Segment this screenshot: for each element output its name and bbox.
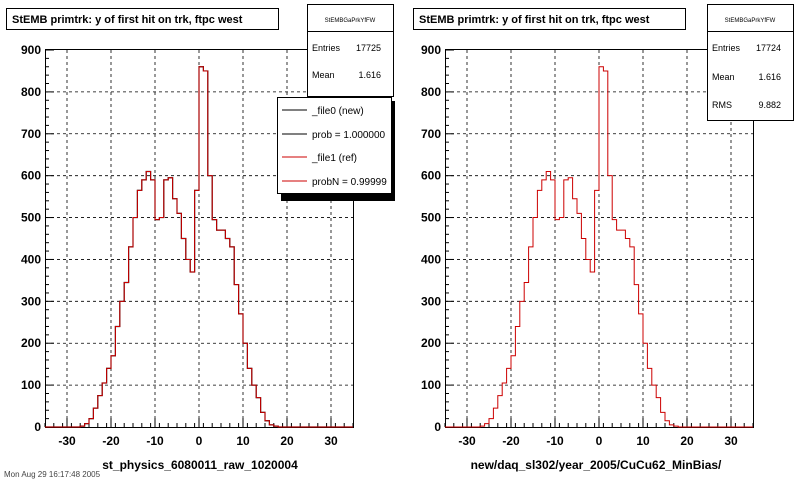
left-series-2 [45, 66, 353, 428]
left-stats-mean: 1.616 [358, 70, 381, 80]
left-y-tick-label: 500 [21, 211, 41, 225]
right-stats-rms: 9.882 [758, 100, 781, 110]
left-y-tick-label: 0 [34, 420, 41, 434]
left-stats-name: StEMBGaPrkYfFW [325, 18, 376, 24]
right-y-tick-label: 800 [421, 85, 441, 99]
right-stats-rms-label: RMS [712, 100, 732, 110]
right-y-tick-label: 300 [421, 294, 441, 308]
left-y-tick-label: 100 [21, 378, 41, 392]
right-x-tick-label: 10 [636, 434, 650, 448]
right-y-tick-label: 900 [421, 43, 441, 57]
right-title-box [413, 8, 686, 30]
left-x-tick-label: 0 [196, 434, 203, 448]
right-stats-name: StEMBGaPrkYfFW [725, 18, 776, 24]
right-y-tick-label: 400 [421, 252, 441, 266]
left-x-tick-label: 10 [236, 434, 250, 448]
right-stats-box: StEMBGaPrkYfFW Entries 17724 Mean 1.616 … [707, 4, 794, 121]
right-stats-entries-label: Entries [712, 43, 741, 53]
right-x-ticks: -30 -20 -10 0 10 20 30 [444, 418, 754, 448]
right-x-tick-label: 30 [724, 434, 738, 448]
left-y-tick-label: 300 [21, 294, 41, 308]
right-series-1 [445, 66, 753, 428]
left-stats-box: StEMBGaPrkYfFW Entries 17725 Mean 1.616 [307, 4, 394, 97]
right-x-label: new/daq_sl302/year_2005/CuCu62_MinBias/ [471, 458, 722, 472]
left-x-tick-label: 20 [280, 434, 294, 448]
left-x-tick-label: -20 [102, 434, 120, 448]
left-stats-entries-label: Entries [312, 43, 341, 53]
right-y-tick-label: 700 [421, 127, 441, 141]
left-x-label: st_physics_6080011_raw_1020004 [102, 458, 298, 472]
right-stats-entries: 17724 [756, 43, 781, 53]
right-x-tick-label: 20 [680, 434, 694, 448]
left-y-tick-label: 600 [21, 169, 41, 183]
right-y-tick-label: 0 [434, 420, 441, 434]
legend: _file0 (new) prob = 1.000000 _file1 (ref… [277, 97, 395, 201]
left-y-tick-label: 900 [21, 43, 41, 57]
left-title: StEMB primtrk: y of first hit on trk, ft… [12, 14, 243, 26]
left-x-ticks: -30 -20 -10 0 10 20 30 [44, 418, 354, 448]
right-series-group [445, 66, 753, 428]
right-x-tick-label: -10 [546, 434, 564, 448]
left-title-box [6, 8, 279, 30]
left-y-ticks: 0 100 200 300 400 500 600 700 800 900 [21, 43, 54, 434]
legend-entry-prob: prob = 1.000000 [312, 130, 386, 141]
right-title: StEMB primtrk: y of first hit on trk, ft… [419, 14, 650, 26]
legend-entry-probn: probN = 0.99999 [312, 177, 387, 188]
left-x-tick-label: -30 [58, 434, 76, 448]
right-y-tick-label: 600 [421, 169, 441, 183]
left-y-tick-label: 700 [21, 127, 41, 141]
right-x-tick-label: -20 [502, 434, 520, 448]
left-series-group [45, 66, 353, 428]
right-stats-mean: 1.616 [758, 72, 781, 82]
legend-entry-file0: _file0 (new) [311, 106, 364, 117]
left-y-tick-label: 400 [21, 252, 41, 266]
right-y-tick-label: 100 [421, 378, 441, 392]
left-panel: -30 -20 -10 0 10 20 30 0 100 200 300 400 500 600 700 8… [0, 0, 395, 472]
right-x-tick-label: 0 [596, 434, 603, 448]
left-y-tick-label: 800 [21, 85, 41, 99]
left-y-tick-label: 200 [21, 336, 41, 350]
left-x-tick-label: 30 [324, 434, 338, 448]
right-y-tick-label: 500 [421, 211, 441, 225]
right-y-ticks: 0 100 200 300 400 500 600 700 800 900 [421, 43, 454, 434]
left-stats-entries: 17725 [356, 43, 381, 53]
right-panel: -30 -20 -10 0 10 20 30 0 100 200 300 400 500 600 700 8… [413, 4, 794, 472]
left-stats-mean-label: Mean [312, 70, 335, 80]
left-x-tick-label: -10 [146, 434, 164, 448]
right-y-tick-label: 200 [421, 336, 441, 350]
right-x-tick-label: -30 [458, 434, 476, 448]
right-stats-mean-label: Mean [712, 72, 735, 82]
legend-entry-file1: _file1 (ref) [311, 153, 357, 164]
footer-timestamp: Mon Aug 29 16:17:48 2005 [4, 470, 101, 479]
